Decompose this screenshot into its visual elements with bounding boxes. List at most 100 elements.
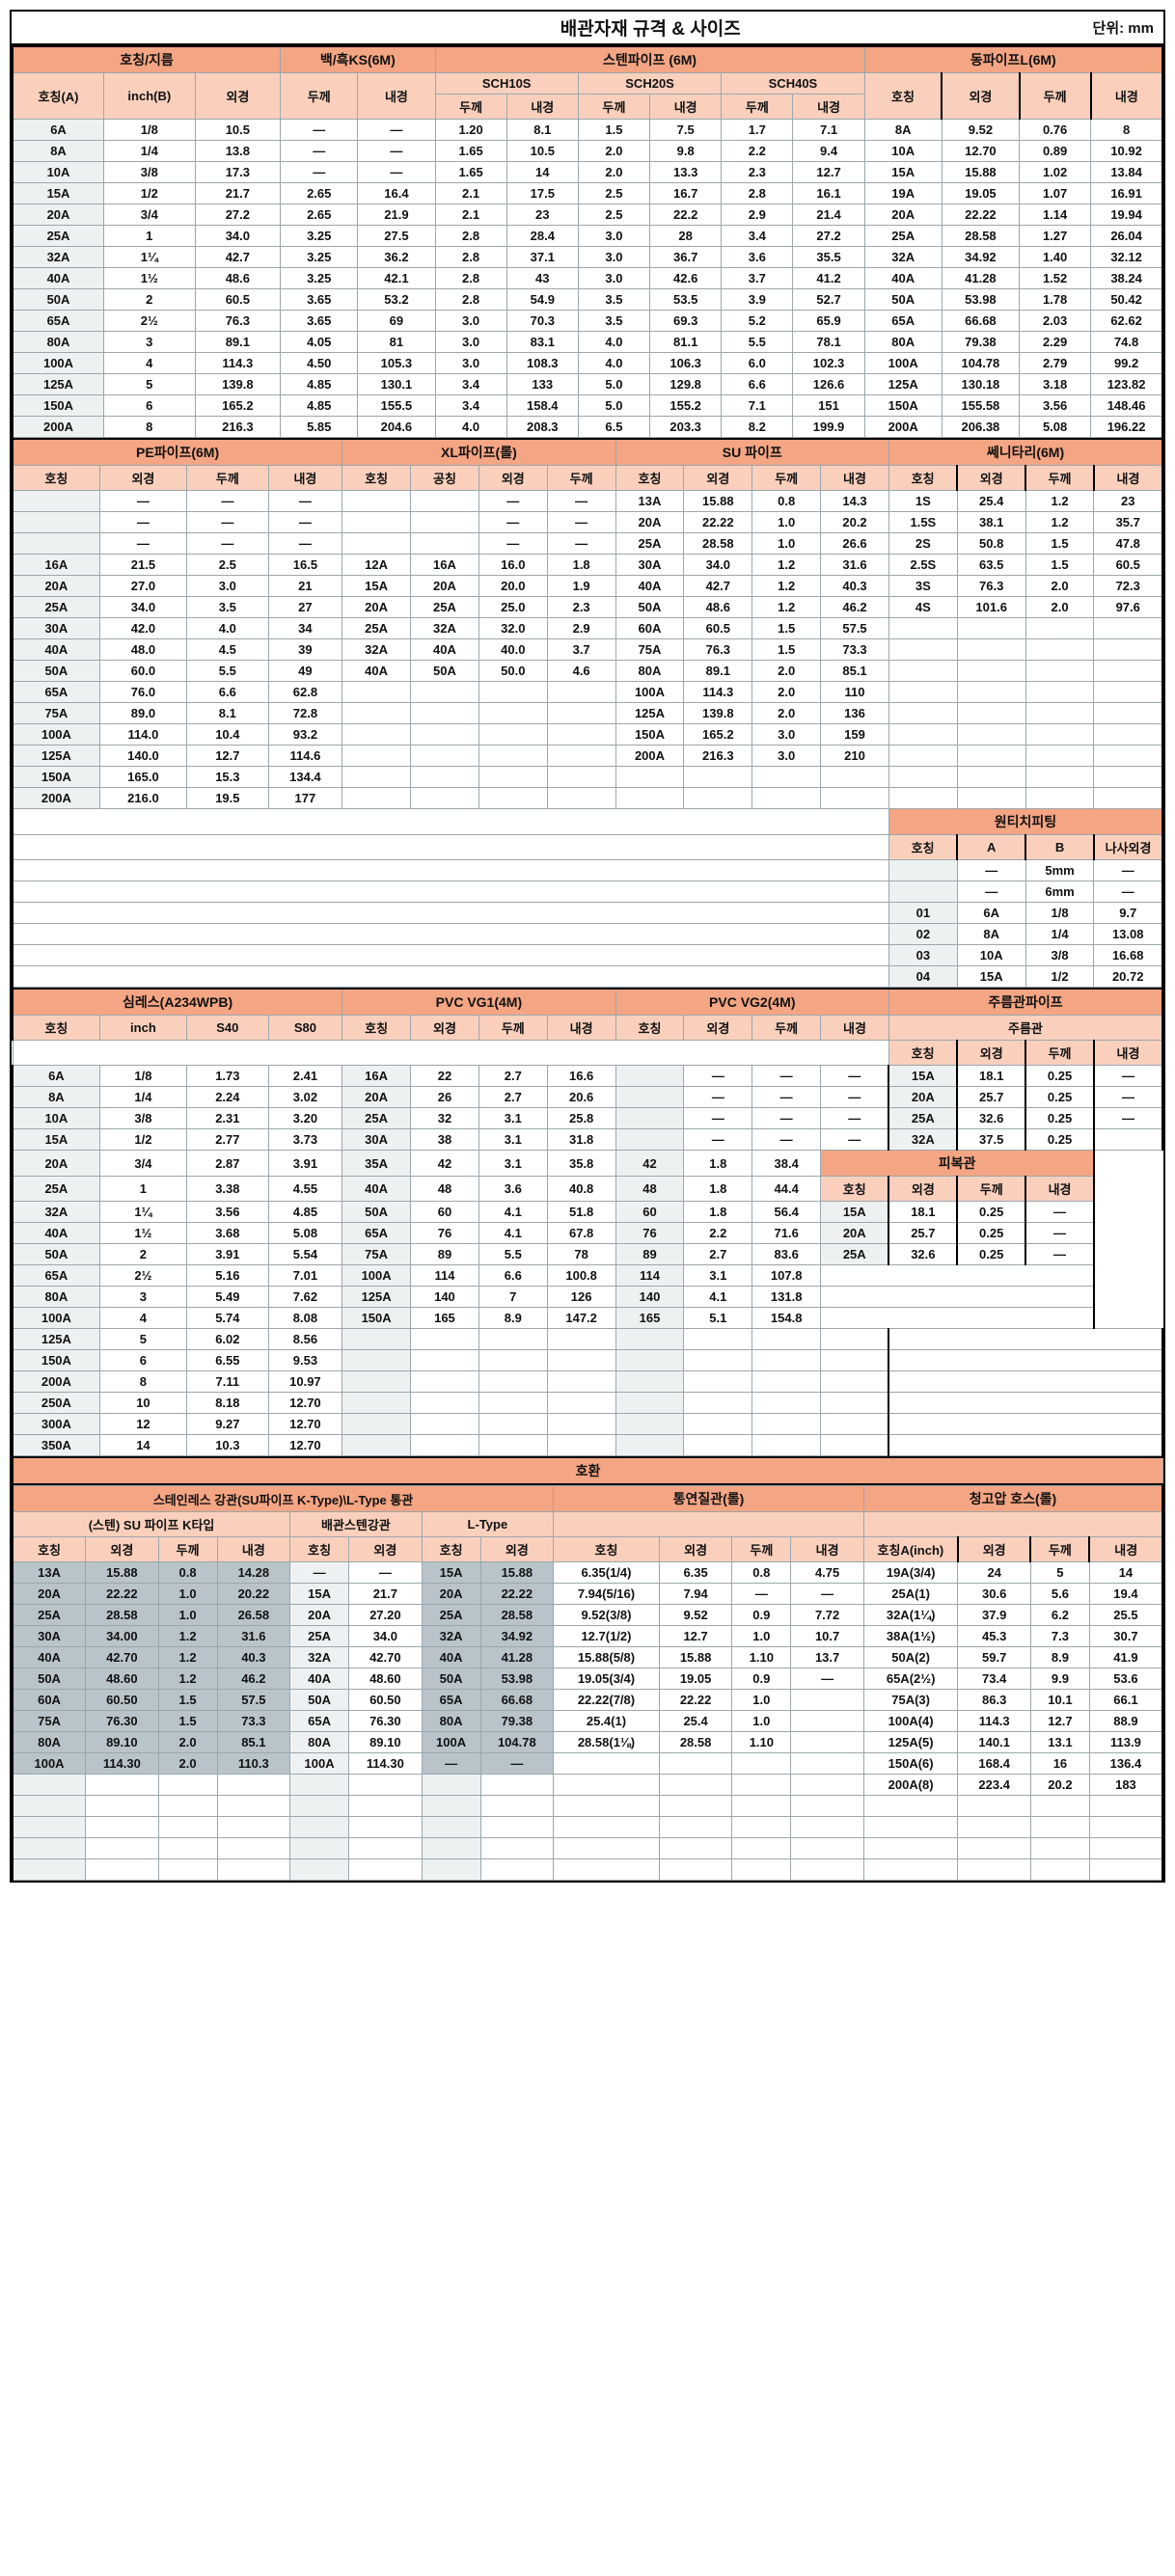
table-cell: 02 xyxy=(888,924,957,945)
table-cell: 102.3 xyxy=(793,353,864,374)
table-cell xyxy=(342,1350,411,1371)
table-cell: 1½ xyxy=(99,1223,186,1244)
col-header: 호칭 xyxy=(13,466,99,491)
table-row: 10A 3/8 2.31 3.20 25A 32 3.1 25.8— — —25A 32.6 0.25… xyxy=(13,1108,1162,1129)
table-cell xyxy=(957,788,1025,809)
table-cell: 7.94(5/16) xyxy=(554,1584,660,1605)
col-header: 두께 xyxy=(187,466,269,491)
table-cell: 8.9 xyxy=(478,1308,547,1329)
table-cell: 40A xyxy=(13,268,104,289)
table-cell xyxy=(554,1859,660,1881)
table-cell: 104.78 xyxy=(480,1732,554,1753)
table-cell: 1/4 xyxy=(104,141,196,162)
table-cell: — xyxy=(1025,1244,1094,1265)
table-cell: 19A(3/4) xyxy=(863,1562,958,1584)
table-cell: 12.70 xyxy=(268,1414,342,1435)
table-cell: 31.8 xyxy=(547,1129,615,1151)
table-cell: 40.0 xyxy=(478,639,547,661)
table-cell: 3S xyxy=(888,576,957,597)
table-cell: 80A xyxy=(13,1732,86,1753)
table-cell: 37.9 xyxy=(958,1605,1031,1626)
table-cell: 45.3 xyxy=(958,1626,1031,1647)
table-cell xyxy=(478,1393,547,1414)
table-cell: 10.5 xyxy=(195,120,281,141)
table-cell xyxy=(349,1775,423,1796)
table-cell: 40A xyxy=(13,1223,99,1244)
col-header: 내경 xyxy=(1094,466,1162,491)
table-cell: 9.7 xyxy=(1094,903,1162,924)
table-cell: 4.05 xyxy=(281,332,358,353)
table-cell: 25A xyxy=(342,1108,411,1129)
table-cell: 78.1 xyxy=(793,332,864,353)
table-cell: 10.97 xyxy=(268,1371,342,1393)
col-header: 두께 xyxy=(1025,1041,1094,1066)
table-cell: 114.3 xyxy=(195,353,281,374)
table-cell: 03 xyxy=(888,945,957,966)
table-row: 150A 6 165.2 4.85 155.5 3.4 158.4 5.0 155.2 7.1 15… xyxy=(13,395,1162,417)
table-cell: 8A xyxy=(864,120,942,141)
table-cell: 2.7 xyxy=(478,1087,547,1108)
table-cell: 32A xyxy=(13,1202,99,1223)
table-cell: 154.8 xyxy=(752,1308,821,1329)
col-header: 호칭 xyxy=(615,466,684,491)
table-cell: 6.55 xyxy=(187,1350,269,1371)
table-cell xyxy=(86,1796,159,1817)
table-cell: 8 xyxy=(99,1371,186,1393)
table-cell xyxy=(86,1817,159,1838)
col-header: 내경 xyxy=(793,95,864,120)
table-cell: 3.1 xyxy=(478,1108,547,1129)
table-cell: 7 xyxy=(478,1287,547,1308)
table-cell: 108.3 xyxy=(506,353,578,374)
group-header: 동파이프L(6M) xyxy=(864,46,1162,73)
table-cell: 210 xyxy=(821,746,889,767)
col-header: 내경 xyxy=(217,1537,290,1562)
table-cell: 165 xyxy=(411,1308,479,1329)
table-cell: 3.0 xyxy=(435,353,506,374)
table-row: 40A 1½ 3.68 5.08 65A 76 4.1 67.8 76 2.2 71.6 20A 25.… xyxy=(13,1223,1162,1244)
group-header: 호칭/지름 xyxy=(13,46,281,73)
table-cell: 3.65 xyxy=(281,289,358,311)
table-cell: — xyxy=(281,162,358,183)
table-cell: 106.3 xyxy=(650,353,722,374)
table-cell: 28.58 xyxy=(684,533,752,555)
table-cell: 25A xyxy=(13,226,104,247)
table-cell: 32.12 xyxy=(1091,247,1162,268)
table-cell: 97.6 xyxy=(1094,597,1162,618)
table-cell: 5.5 xyxy=(478,1244,547,1265)
table-cell: 15A xyxy=(864,162,942,183)
table-cell xyxy=(957,639,1025,661)
table-cell xyxy=(791,1775,864,1796)
table-cell: 2.3 xyxy=(547,597,615,618)
table-cell: 20A xyxy=(13,576,99,597)
table-cell: — xyxy=(422,1753,480,1775)
table-cell: 74.8 xyxy=(1091,332,1162,353)
table-cell xyxy=(13,1859,86,1881)
table-cell: 60 xyxy=(615,1202,684,1223)
table-cell: 22.22 xyxy=(684,512,752,533)
table-cell: 165.2 xyxy=(684,724,752,746)
table-cell: 75A xyxy=(615,639,684,661)
table-cell xyxy=(158,1859,217,1881)
table-cell xyxy=(478,746,547,767)
table-cell: 60 xyxy=(411,1202,479,1223)
table-cell: 67.8 xyxy=(547,1223,615,1244)
table-cell xyxy=(615,788,684,809)
col-header: 외경 xyxy=(195,73,281,120)
table-cell: 22.22 xyxy=(659,1690,732,1711)
table-cell: 20.0 xyxy=(478,576,547,597)
table-cell: 69 xyxy=(358,311,435,332)
table-cell: 165 xyxy=(615,1308,684,1329)
table-cell xyxy=(791,1838,864,1859)
table-cell xyxy=(13,1775,86,1796)
table-cell: 114.6 xyxy=(268,746,342,767)
table-cell: 75A xyxy=(13,703,99,724)
table-cell: 19A xyxy=(864,183,942,204)
table-cell: 1.8 xyxy=(547,555,615,576)
table-cell xyxy=(478,703,547,724)
table-cell: 150A xyxy=(13,1350,99,1371)
table-cell: 0.8 xyxy=(752,491,821,512)
table-cell xyxy=(958,1796,1031,1817)
sch-header: SCH10S xyxy=(435,73,578,95)
blank-cell xyxy=(821,1308,1094,1329)
table-cell: 20A xyxy=(342,1087,411,1108)
